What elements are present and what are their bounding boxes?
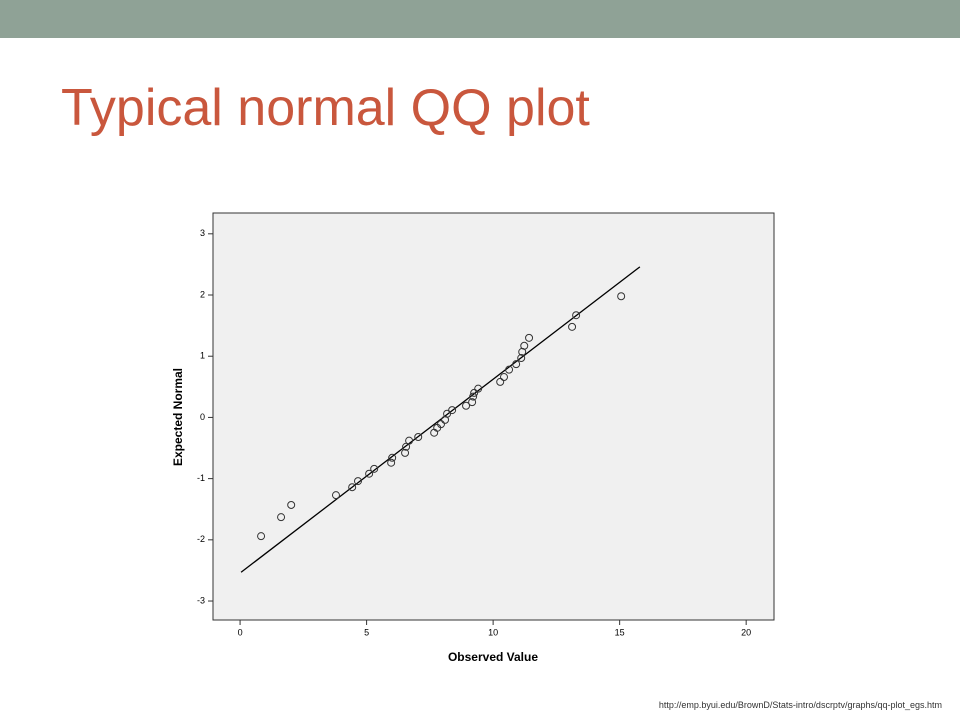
y-tick-label: 0 <box>200 412 205 422</box>
point <box>500 373 509 382</box>
point <box>277 513 286 522</box>
point <box>414 433 423 442</box>
point <box>505 365 514 374</box>
point <box>365 469 374 478</box>
x-tick-label: 10 <box>488 627 498 637</box>
point <box>402 442 411 451</box>
point <box>331 491 340 500</box>
y-tick-label: 2 <box>200 289 205 299</box>
point <box>370 464 379 473</box>
point <box>517 354 526 363</box>
point <box>388 453 397 462</box>
point <box>405 436 414 445</box>
point <box>353 477 362 486</box>
x-axis-label: Observed Value <box>448 650 538 664</box>
point <box>401 448 410 457</box>
x-tick-label: 0 <box>238 627 243 637</box>
point <box>348 483 357 492</box>
point <box>520 341 529 350</box>
point <box>572 311 581 320</box>
point <box>257 532 266 541</box>
plot-area <box>212 212 775 621</box>
point <box>469 392 478 401</box>
x-tick-label: 15 <box>615 627 625 637</box>
top-bar <box>0 0 960 38</box>
point <box>474 384 483 393</box>
x-tick-label: 20 <box>741 627 751 637</box>
point <box>617 292 626 301</box>
point <box>448 406 457 415</box>
y-tick-label: -2 <box>197 534 205 544</box>
point <box>525 333 534 342</box>
y-tick-label: -1 <box>197 473 205 483</box>
point <box>462 401 471 410</box>
point <box>468 398 477 407</box>
y-axis-label: Expected Normal <box>171 368 185 466</box>
y-tick-label: 1 <box>200 351 205 361</box>
point <box>436 420 445 429</box>
point <box>287 500 296 509</box>
y-tick-label: 3 <box>200 228 205 238</box>
point <box>496 377 505 386</box>
point <box>387 458 396 467</box>
y-tick-label: -3 <box>197 595 205 605</box>
x-tick-label: 5 <box>364 627 369 637</box>
point <box>568 322 577 331</box>
source-url: http://emp.byui.edu/BrownD/Stats-intro/d… <box>658 700 942 710</box>
point <box>470 388 479 397</box>
point <box>512 360 521 369</box>
slide-title: Typical normal QQ plot <box>61 79 590 137</box>
